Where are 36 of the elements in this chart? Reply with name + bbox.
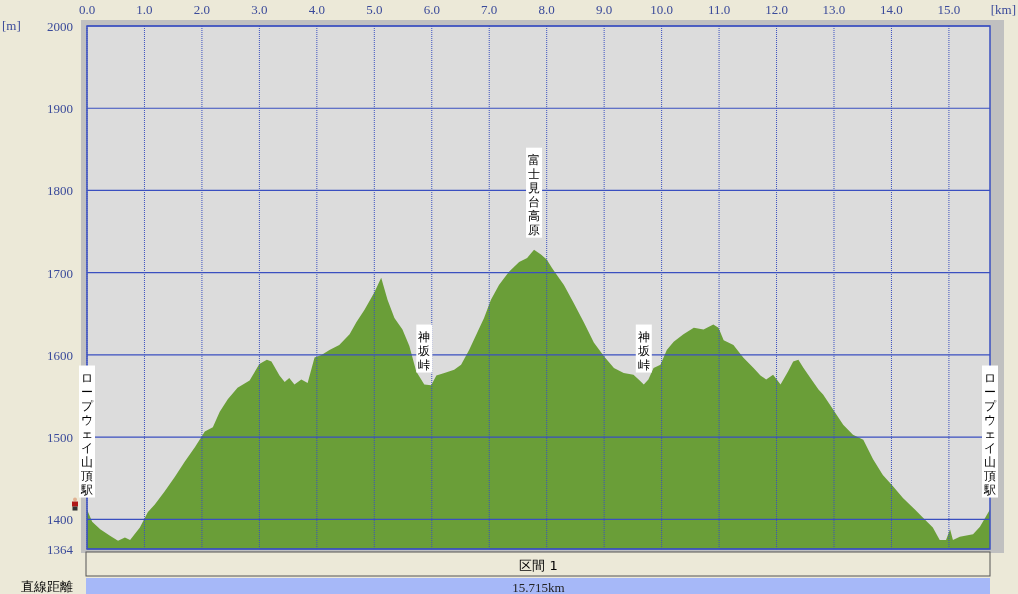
y-tick-label: 1900 bbox=[47, 101, 73, 117]
y-tick-label: 1364 bbox=[47, 542, 74, 557]
y-tick-label: 1800 bbox=[47, 183, 73, 199]
y-tick-label: 1700 bbox=[47, 265, 73, 281]
label: 神坂峠 bbox=[416, 324, 433, 373]
x-tick-label: 13.0 bbox=[822, 2, 846, 17]
x-tick-label: 1.0 bbox=[136, 2, 153, 17]
text: 直線距離 bbox=[21, 579, 73, 594]
x-tick-label: 0.0 bbox=[78, 2, 96, 17]
x-tick-label: 8.0 bbox=[538, 2, 555, 17]
x-tick-label: 2.0 bbox=[193, 2, 211, 17]
x-tick-label: 5.0 bbox=[366, 2, 383, 17]
annotation: 富士見台高原 bbox=[528, 152, 541, 237]
label: ロープウェイ山頂駅 bbox=[982, 365, 998, 498]
x-axis-title: [km] bbox=[990, 2, 1016, 17]
y-tick-label: 1400 bbox=[47, 512, 73, 528]
x-tick-label: 12.0 bbox=[765, 2, 788, 17]
y-tick-label: 2000 bbox=[47, 19, 73, 34]
x-tick-label: 14.0 bbox=[880, 2, 903, 17]
y-axis-title: [m] bbox=[2, 18, 21, 33]
x-tick-label: 6.0 bbox=[423, 2, 440, 17]
x-tick-label: 11.0 bbox=[707, 2, 731, 17]
y-tick-label: 1600 bbox=[47, 347, 73, 363]
x-tick-label: 3.0 bbox=[251, 2, 268, 17]
table-row-distance: 15.715km bbox=[86, 578, 990, 594]
annotation: 神坂峠 bbox=[636, 329, 650, 372]
annotation: 神坂峠 bbox=[417, 329, 431, 372]
x-tick-label: 9.0 bbox=[596, 2, 613, 17]
label: 富士見台高原 bbox=[526, 147, 543, 238]
y-tick-label: 1500 bbox=[47, 430, 73, 446]
x-tick-label: 15.0 bbox=[937, 2, 961, 17]
x-tick-label: 10.0 bbox=[650, 2, 673, 17]
label: ロープウェイ山頂駅 bbox=[79, 365, 95, 498]
x-tick-label: 4.0 bbox=[308, 2, 325, 17]
table-row-section: 区間 1 bbox=[85, 551, 991, 577]
x-tick-label: 7.0 bbox=[481, 2, 498, 17]
